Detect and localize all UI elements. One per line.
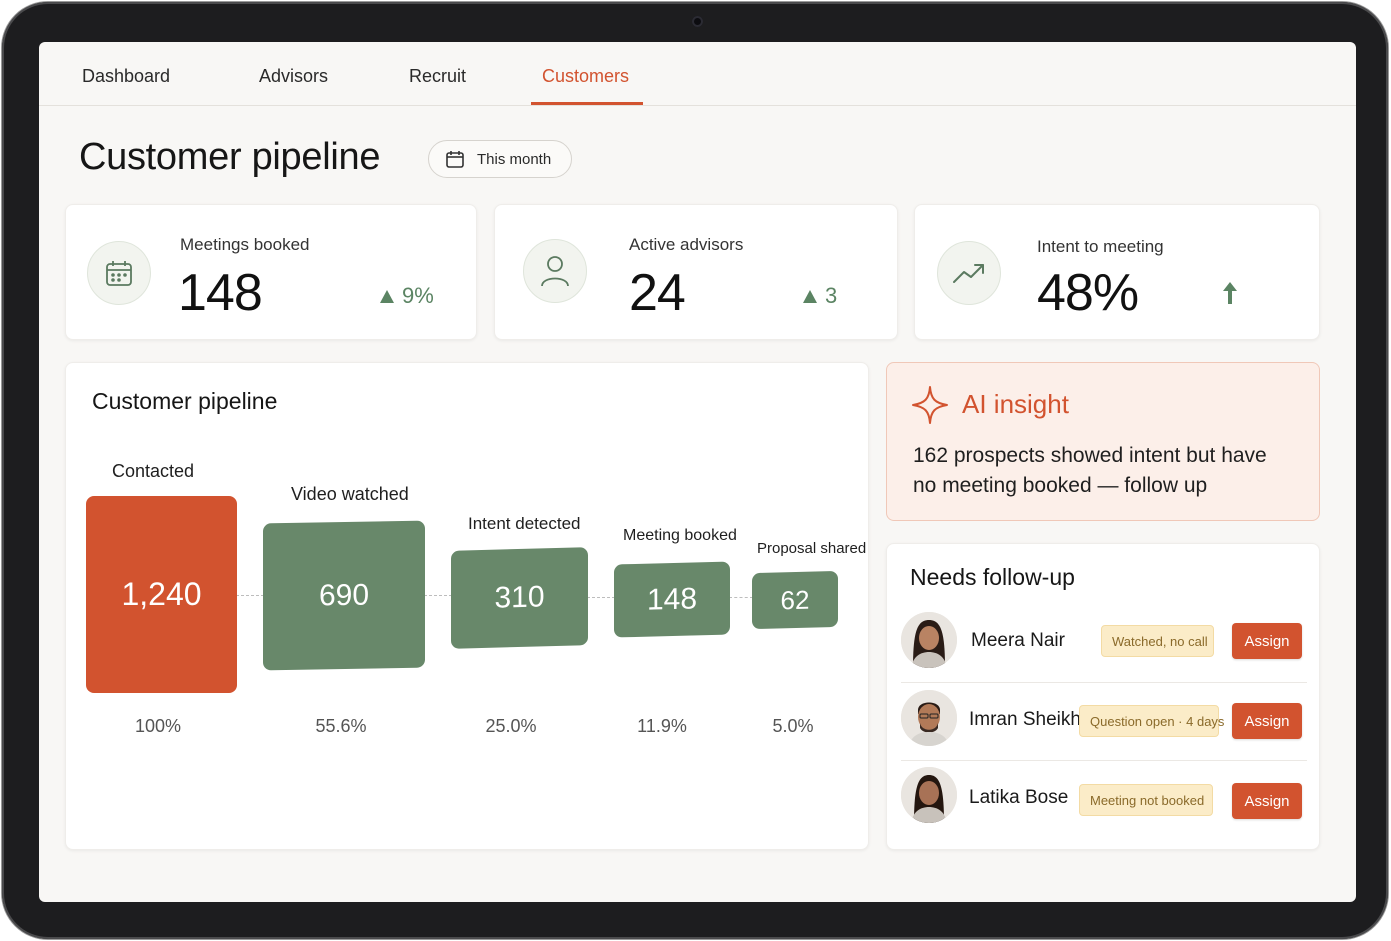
ai-insight-card: AI insight 162 prospects showed intent b… — [886, 362, 1320, 521]
up-triangle-icon — [803, 289, 817, 303]
tab-customers[interactable]: Customers — [542, 66, 630, 86]
stage-percent: 5.0% — [772, 716, 814, 736]
avatar — [901, 767, 957, 823]
up-arrow-icon — [1223, 282, 1237, 304]
followup-card: Needs follow-up Meera Nair Watched, no c… — [886, 543, 1320, 850]
kpi-label: Meetings booked — [180, 235, 310, 254]
avatar — [901, 690, 957, 746]
trend-up-icon — [937, 241, 1001, 305]
person-name: Latika Bose — [969, 787, 1069, 808]
calendar-icon — [87, 241, 151, 305]
kpi-delta: 9% — [380, 283, 434, 309]
kpi-value: 48% — [1037, 264, 1139, 322]
kpi-value: 148 — [178, 264, 263, 322]
assign-button[interactable]: Assign — [1232, 623, 1302, 659]
followup-row: Imran Sheikh Question open · 4 days Assi… — [901, 682, 1307, 758]
stage-percent: 100% — [134, 716, 182, 736]
avatar — [901, 612, 957, 668]
status-badge: Watched, no call — [1101, 625, 1214, 657]
kpi-card-intent: Intent to meeting 48% — [914, 204, 1320, 340]
stage-label-proposal-shared: Proposal shared — [757, 540, 867, 557]
kpi-value: 24 — [629, 264, 686, 322]
stage-percent: 55.6% — [315, 716, 367, 736]
followup-row: Meera Nair Watched, no call Assign — [901, 604, 1307, 680]
kpi-card-meetings: Meetings booked 148 9% — [65, 204, 477, 340]
camera-dot — [692, 16, 703, 27]
stage-label-intent-detected: Intent detected — [468, 514, 581, 533]
kpi-label: Active advisors — [629, 235, 744, 254]
tab-dashboard[interactable]: Dashboard — [82, 66, 171, 86]
kpi-delta: 3 — [803, 283, 837, 309]
stage-video-watched[interactable]: 690 — [263, 520, 425, 671]
stage-label-contacted: Contacted — [112, 461, 195, 481]
page-title: Customer pipeline — [79, 136, 381, 178]
person-name: Imran Sheikh — [969, 709, 1081, 730]
tab-recruit[interactable]: Recruit — [409, 66, 467, 86]
stage-contacted[interactable]: 1,240 — [86, 496, 237, 693]
sparkle-icon — [912, 386, 948, 424]
assign-button[interactable]: Assign — [1232, 783, 1302, 819]
stage-proposal-shared[interactable]: 62 — [752, 570, 838, 630]
kpi-delta — [1222, 281, 1246, 305]
period-selector-button[interactable]: This month — [428, 140, 572, 178]
funnel-connector — [424, 595, 452, 596]
up-triangle-icon — [380, 289, 394, 303]
stage-label-meeting-booked: Meeting booked — [623, 527, 737, 544]
insight-title: AI insight — [962, 389, 1069, 419]
active-tab-indicator — [531, 102, 643, 105]
insight-text: 162 prospects showed intent but have no … — [913, 444, 1267, 497]
tab-advisors[interactable]: Advisors — [259, 66, 329, 86]
status-badge: Question open · 4 days — [1079, 705, 1224, 737]
stage-percent: 11.9% — [637, 716, 687, 736]
funnel-connector — [729, 597, 753, 598]
followup-row: Latika Bose Meeting not booked Assign — [901, 760, 1307, 836]
pipeline-title: Customer pipeline — [92, 388, 278, 414]
person-icon — [523, 239, 587, 303]
kpi-delta-value: 9% — [402, 283, 434, 308]
app-screen: Dashboard Advisors Recruit Customers Cus… — [39, 42, 1356, 902]
funnel-connector — [587, 597, 615, 598]
person-name: Meera Nair — [971, 630, 1065, 651]
stage-meeting-booked[interactable]: 148 — [614, 561, 730, 638]
kpi-card-advisors: Active advisors 24 3 — [494, 204, 898, 340]
followup-title: Needs follow-up — [910, 564, 1075, 590]
funnel-connector — [236, 595, 264, 596]
stage-label-video-watched: Video watched — [291, 484, 409, 504]
stage-intent-detected[interactable]: 310 — [451, 547, 588, 649]
assign-button[interactable]: Assign — [1232, 703, 1302, 739]
period-label: This month — [477, 150, 552, 168]
kpi-delta-value: 3 — [825, 283, 838, 308]
kpi-label: Intent to meeting — [1037, 237, 1164, 256]
stage-percent: 25.0% — [485, 716, 537, 736]
calendar-icon — [446, 151, 464, 168]
status-badge: Meeting not booked — [1079, 784, 1213, 816]
pipeline-card: Customer pipeline Contacted 1,240 100% V… — [65, 362, 869, 850]
top-nav: Dashboard Advisors Recruit Customers — [39, 42, 1356, 106]
